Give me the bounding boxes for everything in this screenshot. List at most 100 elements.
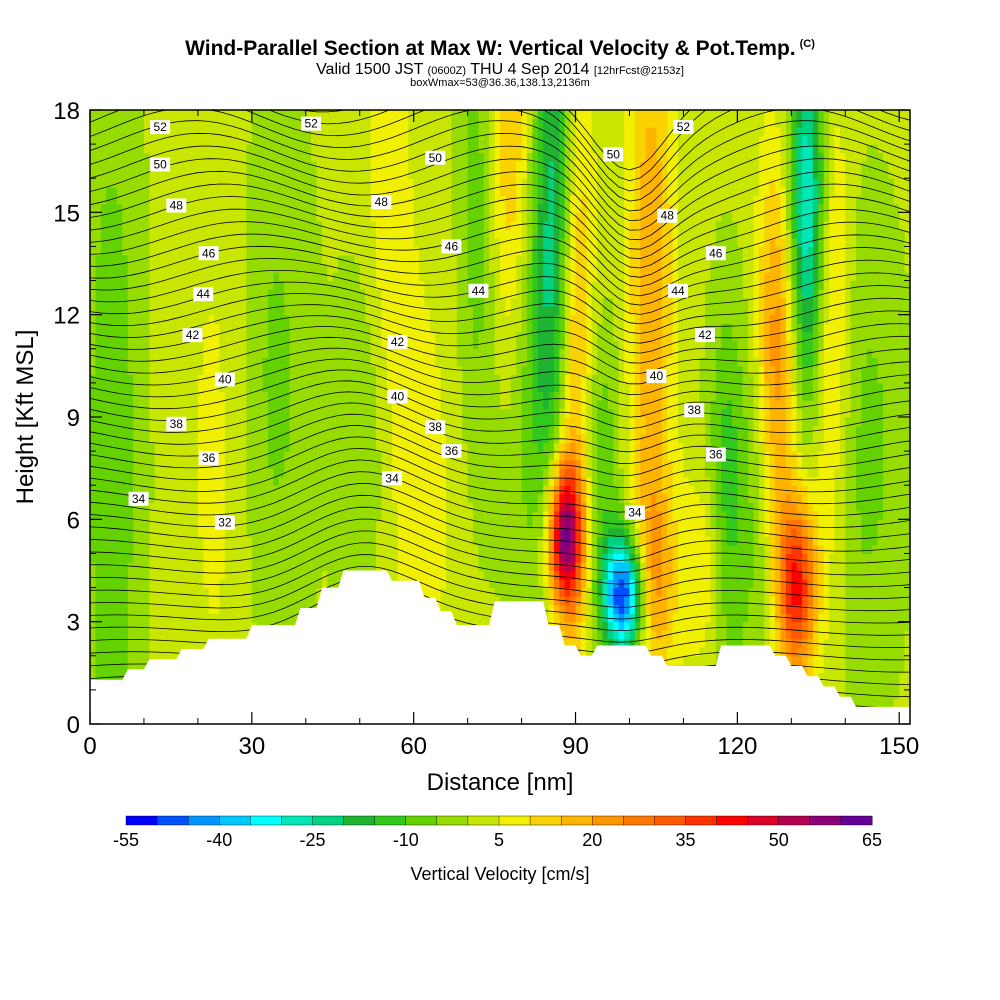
field-cell — [241, 425, 248, 435]
field-cell — [311, 306, 318, 316]
field-cell — [440, 297, 447, 307]
field-cell — [133, 459, 140, 469]
field-cell — [397, 169, 404, 179]
field-cell — [456, 519, 463, 529]
field-cell — [176, 169, 183, 179]
field-cell — [311, 331, 318, 341]
field-cell — [90, 297, 96, 307]
field-cell — [316, 186, 323, 196]
field-cell — [332, 485, 339, 495]
field-cell — [241, 110, 248, 120]
field-cell — [435, 220, 442, 230]
field-cell — [413, 485, 420, 495]
field-cell — [386, 323, 393, 333]
field-cell — [187, 442, 194, 452]
field-cell — [90, 544, 96, 555]
field-cell — [176, 579, 183, 589]
field-cell — [402, 493, 409, 503]
field-cell — [219, 425, 226, 435]
field-cell — [251, 476, 258, 486]
field-cell — [192, 476, 199, 486]
field-cell — [154, 348, 161, 358]
field-cell — [408, 485, 415, 495]
field-cell — [397, 536, 404, 546]
field-cell — [181, 587, 188, 597]
field-cell — [251, 579, 258, 589]
field-cell — [138, 561, 145, 572]
field-cell — [95, 220, 102, 230]
field-cell — [300, 399, 307, 410]
field-cell — [203, 348, 210, 358]
field-cell — [197, 579, 204, 589]
field-cell — [343, 391, 350, 401]
field-cell — [149, 280, 156, 290]
field-cell — [246, 434, 253, 444]
field-cell — [111, 186, 118, 196]
field-cell — [311, 323, 318, 333]
field-cell — [365, 186, 372, 196]
field-cell — [192, 493, 199, 503]
field-cell — [208, 203, 215, 213]
field-cell — [133, 246, 140, 256]
field-cell — [354, 323, 361, 333]
field-cell — [365, 536, 372, 546]
field-cell — [219, 331, 226, 341]
field-cell — [138, 323, 145, 333]
field-cell — [381, 442, 388, 452]
field-cell — [187, 417, 194, 427]
field-cell — [343, 399, 350, 410]
field-cell — [235, 536, 242, 546]
field-cell — [208, 306, 215, 316]
field-cell — [90, 348, 96, 358]
field-cell — [451, 425, 458, 435]
field-cell — [116, 544, 123, 555]
field-cell — [300, 348, 307, 358]
field-cell — [246, 169, 253, 179]
field-cell — [327, 178, 334, 188]
field-cell — [192, 417, 199, 427]
field-cell — [100, 357, 107, 367]
field-cell — [381, 280, 388, 290]
field-cell — [100, 391, 107, 401]
field-cell — [300, 391, 307, 401]
field-cell — [257, 374, 264, 384]
field-cell — [402, 561, 409, 572]
field-cell — [311, 408, 318, 418]
field-cell — [451, 519, 458, 529]
field-cell — [214, 570, 221, 580]
field-cell — [197, 527, 204, 537]
field-cell — [127, 144, 134, 154]
field-cell — [143, 144, 150, 154]
field-cell — [203, 630, 210, 640]
field-cell — [187, 246, 194, 256]
field-cell — [219, 391, 226, 401]
field-cell — [321, 544, 328, 555]
field-cell — [214, 195, 221, 205]
field-cell — [127, 630, 134, 640]
field-cell — [402, 280, 409, 290]
field-cell — [424, 212, 431, 222]
field-cell — [295, 237, 301, 248]
field-cell — [392, 306, 399, 316]
field-cell — [122, 570, 129, 580]
field-cell — [187, 425, 194, 435]
field-cell — [246, 596, 253, 606]
field-cell — [456, 348, 463, 358]
field-cell — [295, 178, 301, 188]
field-cell — [386, 502, 393, 512]
field-cell — [408, 365, 415, 375]
field-cell — [451, 272, 458, 282]
field-cell — [424, 186, 431, 196]
field-cell — [402, 263, 409, 273]
field-cell — [176, 502, 183, 512]
field-cell — [295, 434, 301, 444]
field-cell — [90, 468, 96, 478]
field-cell — [251, 186, 258, 196]
field-cell — [429, 254, 436, 265]
field-cell — [284, 399, 291, 410]
field-cell — [321, 570, 328, 580]
field-cell — [230, 442, 237, 452]
field-cell — [262, 169, 269, 179]
field-cell — [127, 161, 134, 171]
field-cell — [327, 536, 334, 546]
